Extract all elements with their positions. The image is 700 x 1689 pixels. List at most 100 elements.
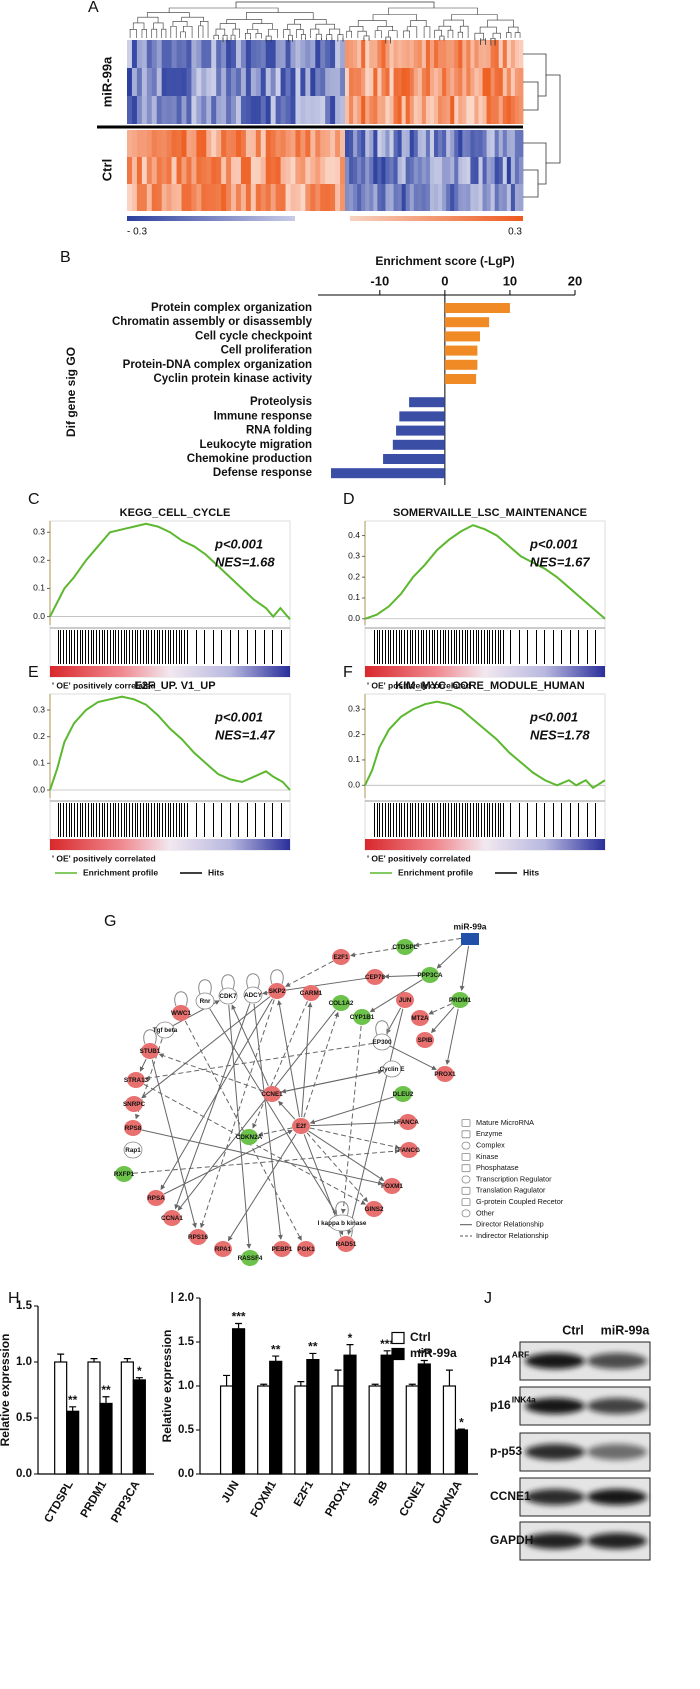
heatmap-cell — [270, 184, 277, 211]
node — [214, 1241, 232, 1257]
heatmap-cell — [290, 130, 296, 157]
heatmap-cell — [438, 96, 443, 124]
heatmap-cell — [320, 157, 326, 184]
heatmap-cell — [146, 96, 153, 124]
heatmap-cell — [265, 40, 272, 68]
heatmap-cell — [393, 184, 398, 211]
bar — [257, 1385, 271, 1475]
node-label: CTDSPL — [392, 944, 417, 951]
heatmap-cell — [470, 130, 475, 157]
heatmap-cell — [131, 130, 138, 157]
node-label: FOXM1 — [381, 1183, 403, 1190]
band — [587, 1489, 647, 1505]
heatmap-cell — [161, 157, 168, 184]
heatmap-cell — [474, 40, 479, 68]
heatmap-cell — [295, 157, 301, 184]
panel-label: I — [170, 1290, 174, 1307]
heatmap-cell — [442, 184, 447, 211]
heatmap-cell — [409, 96, 415, 124]
bar — [399, 411, 445, 422]
heatmap-cell — [127, 40, 133, 68]
heatmap-cell — [226, 96, 232, 124]
legend-icon — [461, 1164, 471, 1173]
heatmap-cell — [425, 157, 431, 184]
heatmap-cell — [340, 184, 346, 211]
heatmap-cell — [518, 130, 524, 157]
heatmap-cell — [482, 157, 487, 184]
heatmap-cell — [231, 40, 237, 68]
bar — [405, 1385, 419, 1475]
category-label: Proteolysis — [250, 396, 312, 408]
category-label: Protein complex organization — [151, 302, 312, 314]
heatmap-cell — [201, 157, 207, 184]
heatmap-cell — [442, 68, 447, 96]
heatmap-cell — [191, 96, 197, 124]
x-tick-label: -10 — [370, 273, 389, 288]
dendrogram — [451, 14, 498, 21]
heatmap-cell — [401, 68, 407, 96]
hits — [58, 630, 190, 664]
hits — [373, 803, 505, 837]
heatmap-cell — [191, 68, 197, 96]
node-label: MT2A — [411, 1015, 429, 1022]
heatmap-cell — [514, 68, 520, 96]
heatmap-cell — [405, 40, 411, 68]
heatmap-cell — [389, 68, 394, 96]
heatmap-cell — [405, 130, 411, 157]
node-label: CCNA1 — [161, 1215, 183, 1222]
error-bar — [272, 1355, 280, 1362]
heatmap-cell — [156, 130, 163, 157]
heatmap-cell — [434, 130, 439, 157]
y-axis-label: Relative expression — [0, 1334, 12, 1447]
heatmap-cell — [502, 68, 508, 96]
heatmap-cell — [310, 68, 316, 96]
annotation: p<0.001 — [529, 536, 578, 551]
heatmap-cell — [275, 40, 281, 68]
heatmap-cell — [462, 40, 467, 68]
heatmap-cell — [389, 96, 394, 124]
heatmap-cell — [216, 184, 222, 211]
heatmap-cell — [466, 130, 471, 157]
annotation: NES=1.68 — [215, 554, 275, 569]
heatmap-cell — [161, 68, 168, 96]
error-bar — [408, 1383, 416, 1386]
heatmap-cell — [409, 130, 415, 157]
heatmap-cell — [361, 68, 366, 96]
heatmap-cell — [490, 96, 496, 124]
legend-label: Indirector Relationship — [476, 1231, 549, 1240]
dendrogram — [246, 12, 314, 20]
heatmap-cell — [146, 40, 153, 68]
dendrogram — [410, 20, 427, 27]
heatmap-cell — [425, 184, 431, 211]
self-loop — [270, 969, 284, 985]
heatmap-cell — [421, 184, 427, 211]
heatmap-cell — [270, 68, 277, 96]
heatmap-cell — [136, 96, 143, 124]
node-label: FANCG — [398, 1147, 420, 1154]
heatmap-cell — [442, 96, 447, 124]
heatmap-cell — [176, 130, 182, 157]
heatmap-cell — [397, 96, 403, 124]
heatmap-cell — [320, 68, 326, 96]
heatmap-cell — [236, 130, 242, 157]
dendrogram — [508, 26, 519, 33]
heatmap-cell — [409, 68, 415, 96]
y-tick-label: 0.1 — [348, 754, 360, 764]
edge — [384, 973, 422, 979]
heatmap-cell — [250, 157, 257, 184]
heatmap-cell — [470, 157, 475, 184]
heatmap-cell — [450, 40, 455, 68]
node-label: Rap1 — [125, 1147, 141, 1154]
heatmap-cell — [369, 157, 374, 184]
edge — [346, 1008, 404, 1236]
heatmap-cell — [413, 96, 419, 124]
edge — [257, 1127, 293, 1137]
heatmap-cell — [417, 130, 423, 157]
heatmap-cell — [454, 130, 459, 157]
heatmap-cell — [462, 68, 467, 96]
heatmap-cell — [146, 68, 153, 96]
node — [421, 967, 439, 983]
annotation: NES=1.67 — [530, 554, 590, 569]
heatmap-cell — [373, 68, 378, 96]
error-bar — [334, 1369, 342, 1386]
